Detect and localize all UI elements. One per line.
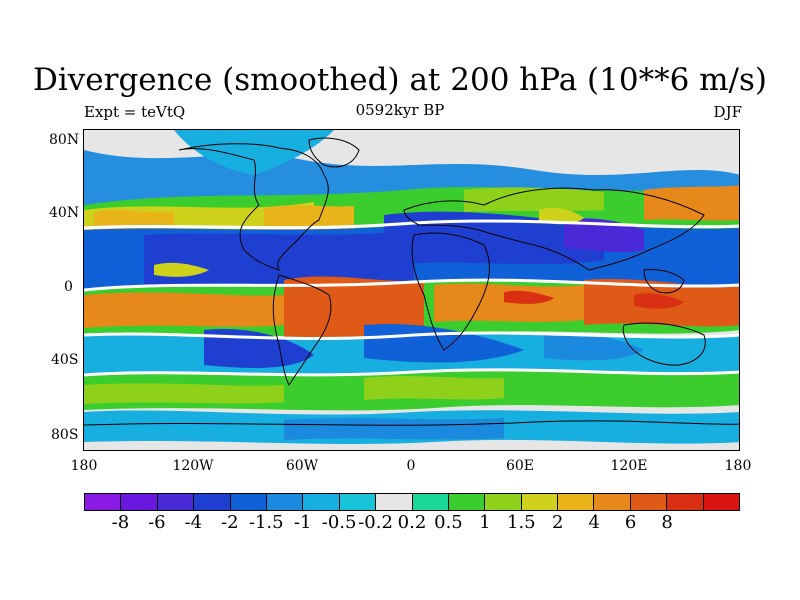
lon-tick-60w: 60W xyxy=(285,458,319,474)
colorbar-label: 1 xyxy=(479,512,491,533)
colorbar-label: -2 xyxy=(220,512,239,533)
colorbar-label: -1 xyxy=(293,512,312,533)
lon-tick-0: 0 xyxy=(406,458,416,474)
colorbar-segment xyxy=(594,494,631,510)
colorbar-label: 0.5 xyxy=(434,512,463,533)
lon-tick-180w: 180 xyxy=(70,458,98,474)
lon-tick-60e: 60E xyxy=(505,458,535,474)
colorbar xyxy=(84,493,740,511)
colorbar-label: 2 xyxy=(552,512,564,533)
colorbar-segment xyxy=(558,494,595,510)
lon-tick-120w: 120W xyxy=(172,458,214,474)
colorbar-segment xyxy=(121,494,158,510)
period-label: 0592kyr BP xyxy=(355,101,445,119)
colorbar-segment xyxy=(485,494,522,510)
colorbar-label: 4 xyxy=(588,512,600,533)
lat-tick-0: 0 xyxy=(64,279,73,295)
colorbar-segment xyxy=(303,494,340,510)
colorbar-label: 6 xyxy=(624,512,637,533)
season-label: DJF xyxy=(713,103,742,121)
colorbar-label: -8 xyxy=(111,512,130,533)
colorbar-label: -0.5 xyxy=(321,512,357,533)
lon-tick-180e: 180 xyxy=(724,458,752,474)
lat-tick-80n: 80N xyxy=(49,132,80,148)
colorbar-label: -0.2 xyxy=(358,512,393,533)
colorbar-label: -4 xyxy=(184,512,203,533)
colorbar-segment xyxy=(157,494,195,510)
colorbar-segment xyxy=(448,494,486,510)
divergence-map xyxy=(83,129,740,451)
colorbar-segment xyxy=(339,494,377,510)
colorbar-segment xyxy=(630,494,668,510)
map-svg xyxy=(84,130,739,450)
lat-tick-80s: 80S xyxy=(51,427,79,443)
plot-title: Divergence (smoothed) at 200 hPa (10**6 … xyxy=(33,62,767,98)
colorbar-label: 8 xyxy=(661,512,673,533)
colorbar-segment xyxy=(230,494,267,510)
colorbar-segment xyxy=(667,494,704,510)
colorbar-label: -6 xyxy=(148,512,166,533)
colorbar-segment xyxy=(85,494,122,510)
colorbar-segment xyxy=(376,494,413,510)
experiment-label: Expt = teVtQ xyxy=(84,103,186,121)
colorbar-segment xyxy=(703,494,740,510)
colorbar-segment xyxy=(266,494,304,510)
colorbar-label: -1.5 xyxy=(248,512,284,533)
lon-tick-120e: 120E xyxy=(610,458,648,474)
colorbar-segment xyxy=(521,494,559,510)
lat-tick-40n: 40N xyxy=(49,205,80,221)
colorbar-segment xyxy=(194,494,231,510)
colorbar-label: 1.5 xyxy=(507,512,536,533)
lat-tick-40s: 40S xyxy=(51,352,79,368)
colorbar-label: 0.2 xyxy=(397,512,427,533)
colorbar-segment xyxy=(412,494,449,510)
